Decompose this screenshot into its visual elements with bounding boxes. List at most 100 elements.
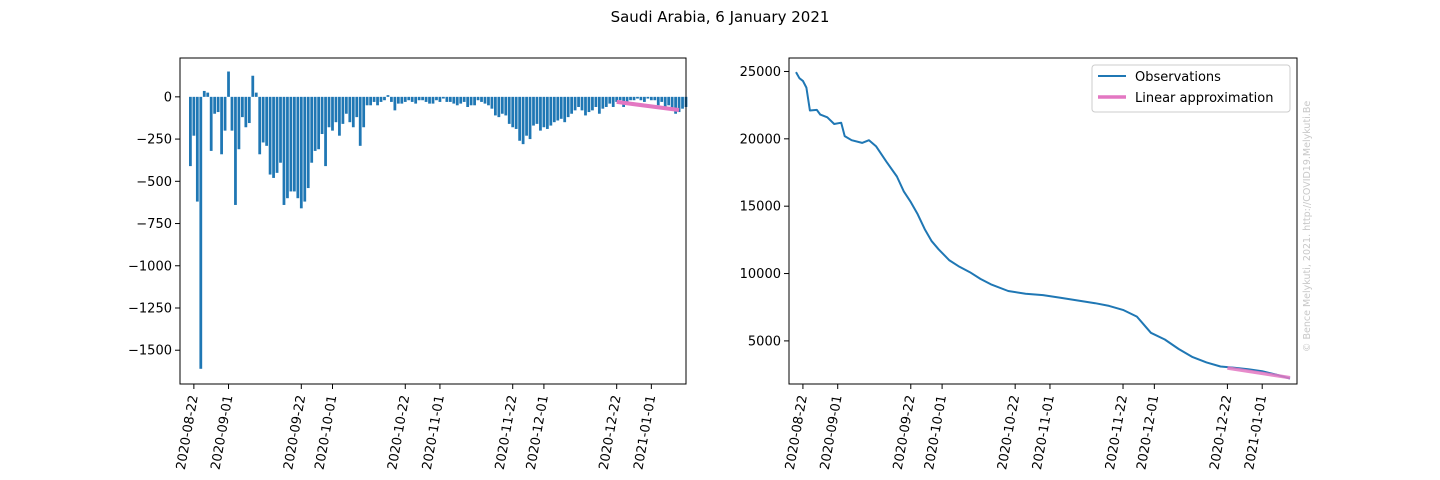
bar	[584, 96, 587, 116]
bar	[206, 92, 210, 97]
bar	[528, 96, 532, 140]
bar	[476, 96, 480, 101]
approximation-line	[616, 99, 680, 113]
bar	[504, 96, 508, 116]
bar	[254, 92, 258, 97]
bar	[376, 96, 379, 106]
x-tick-label: 2020-10-22	[995, 394, 1023, 471]
bar	[670, 96, 674, 111]
x-tick-label: 2020-10-01	[313, 394, 341, 471]
bar	[286, 96, 289, 199]
bar	[400, 96, 404, 104]
bar	[500, 96, 504, 114]
bar	[539, 96, 542, 131]
y-tick-label: −500	[136, 175, 172, 190]
line-series	[795, 71, 1291, 380]
bar	[192, 96, 196, 136]
y-tick-label: −750	[136, 217, 172, 232]
x-tick-label: 2020-11-22	[493, 394, 521, 471]
bar	[258, 96, 262, 155]
x-tick-label: 2020-10-01	[922, 394, 950, 471]
bar	[442, 96, 445, 99]
bar	[483, 96, 487, 104]
bar	[604, 96, 608, 107]
bar	[535, 96, 539, 124]
bar	[577, 96, 580, 107]
bar	[646, 96, 650, 99]
bar	[379, 96, 383, 102]
bar	[386, 95, 390, 97]
x-tick-label: 2020-12-01	[1134, 394, 1162, 471]
x-axis-ticks: 2020-08-22 2020-09-01 2020-09-22 2020-10-01…	[783, 384, 1270, 471]
bar	[594, 96, 598, 107]
bar	[480, 96, 483, 102]
bar	[216, 96, 220, 113]
x-tick-label: 2020-09-22	[891, 394, 919, 471]
bar	[615, 96, 619, 102]
bar	[209, 96, 213, 151]
y-tick-label: 25000	[740, 65, 781, 80]
bar	[338, 96, 341, 136]
bar	[199, 96, 203, 369]
bar	[230, 96, 234, 131]
bar	[299, 96, 303, 209]
bar	[445, 96, 449, 102]
bar	[632, 96, 636, 101]
bar	[220, 96, 223, 155]
bar	[202, 90, 206, 97]
bar	[625, 96, 629, 102]
bar	[251, 75, 255, 97]
bar	[438, 96, 442, 102]
bar	[573, 96, 577, 111]
bar	[268, 96, 272, 175]
bar	[649, 96, 653, 101]
copyright-watermark: © Bence Melykuti, 2021. http://COVID19.M…	[1302, 101, 1313, 352]
bar	[369, 96, 373, 106]
x-tick-label: 2020-09-01	[818, 394, 846, 471]
bar	[542, 96, 546, 128]
bar	[292, 96, 296, 192]
x-tick-label: 2020-11-01	[1030, 394, 1058, 471]
bar	[310, 96, 314, 163]
bar	[487, 96, 490, 106]
bar	[435, 96, 438, 101]
bar	[261, 96, 265, 143]
y-axis-ticks: 5000 10000 15000 20000 25000	[740, 65, 789, 349]
bar	[473, 96, 476, 106]
bar	[390, 96, 393, 102]
y-tick-label: −1000	[128, 259, 172, 274]
active-cases-line-chart: 2020-08-22 2020-09-01 2020-09-22 2020-10-01…	[740, 57, 1298, 471]
bar	[591, 96, 594, 111]
bar	[559, 96, 563, 119]
plot-frame	[179, 57, 687, 385]
bar	[331, 96, 334, 131]
bar	[272, 96, 275, 178]
bar	[303, 96, 307, 202]
bar	[234, 96, 237, 205]
bar	[306, 96, 310, 189]
bar	[677, 96, 681, 113]
x-tick-label: 2020-09-22	[281, 394, 309, 471]
bar	[247, 96, 251, 124]
bar	[518, 96, 522, 141]
bar	[660, 96, 664, 102]
bar	[556, 96, 560, 121]
y-tick-label: 5000	[748, 334, 781, 349]
bar	[320, 96, 324, 135]
bar	[341, 96, 345, 124]
bar	[348, 96, 352, 123]
x-tick-label: 2020-12-01	[524, 394, 552, 471]
x-tick-label: 2020-12-22	[597, 394, 625, 471]
bar	[279, 96, 282, 163]
x-tick-label: 2020-10-22	[385, 394, 413, 471]
bar	[417, 96, 421, 101]
bar	[587, 96, 591, 113]
bar	[656, 96, 660, 106]
bar	[351, 96, 355, 128]
bar	[514, 96, 518, 129]
bar	[545, 96, 549, 129]
bar	[580, 96, 584, 111]
bar	[611, 96, 615, 107]
bar	[223, 96, 227, 131]
